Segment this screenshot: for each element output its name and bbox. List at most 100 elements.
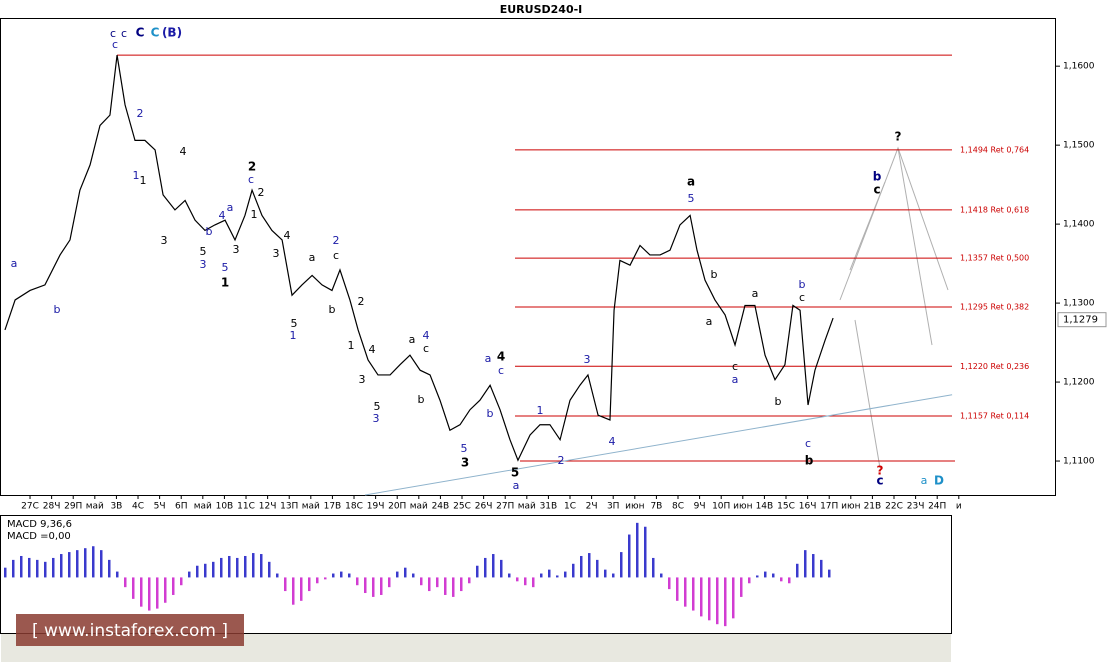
- macd-bar: [772, 573, 775, 578]
- macd-bar: [572, 563, 575, 578]
- wave-label: 5: [511, 466, 519, 480]
- macd-bar: [108, 559, 111, 578]
- level-label: 1,1357 Ret 0,500: [960, 254, 1029, 263]
- macd-bar: [188, 571, 191, 578]
- macd-bar: [596, 559, 599, 578]
- x-tick-label: 19Ч: [367, 502, 385, 512]
- macd-bar: [708, 577, 711, 621]
- macd-bar: [228, 555, 231, 578]
- macd-bar: [660, 573, 663, 578]
- wave-label: 1: [537, 404, 544, 417]
- macd-bar: [140, 577, 143, 607]
- macd-bar: [52, 557, 55, 578]
- macd-bar: [732, 577, 735, 619]
- macd-bar: [300, 577, 303, 601]
- macd-bar: [468, 577, 471, 584]
- macd-bar: [84, 548, 87, 578]
- wave-label: 1: [251, 208, 258, 221]
- macd-bar: [356, 577, 359, 586]
- x-tick-label: 13П: [280, 502, 298, 512]
- macd-bar: [276, 573, 279, 578]
- macd-bar: [252, 553, 255, 578]
- x-tick-label: 25С: [453, 502, 471, 512]
- x-tick-label: 15С: [777, 502, 795, 512]
- macd-bar: [780, 577, 783, 582]
- wave-label: C: [151, 26, 160, 40]
- wave-label: a: [687, 175, 695, 189]
- wave-label: 3: [461, 456, 469, 470]
- macd-bar: [796, 563, 799, 578]
- chart-title: EURUSD240-I: [500, 3, 583, 16]
- level-label: 1,1418 Ret 0,618: [960, 205, 1029, 214]
- level-label: 1,1295 Ret 0,382: [960, 303, 1029, 312]
- x-tick-label: 7В: [650, 502, 662, 512]
- macd-frame: [0, 515, 952, 634]
- macd-bar: [196, 565, 199, 578]
- wave-label: ?: [895, 130, 902, 144]
- x-tick-label: 22С: [885, 502, 903, 512]
- wave-label: 5: [461, 442, 468, 455]
- macd-bar: [556, 575, 559, 578]
- wave-label: 5: [291, 317, 298, 330]
- main-frame: [0, 18, 1056, 496]
- wave-label: c: [732, 360, 738, 373]
- macd-bar: [76, 550, 79, 578]
- macd-bar: [748, 577, 751, 584]
- wave-label: 1: [290, 329, 297, 342]
- macd-bar: [284, 577, 287, 592]
- wave-label: 2: [248, 160, 256, 174]
- wave-label: c: [805, 437, 811, 450]
- wave-label: c: [799, 291, 805, 304]
- macd-bar: [716, 577, 719, 625]
- macd-bar: [444, 577, 447, 595]
- macd-bar: [156, 577, 159, 609]
- x-tick-label: 3В: [110, 502, 122, 512]
- macd-bar: [92, 546, 95, 578]
- current-price-label: 1,1279: [1063, 315, 1098, 326]
- macd-bar: [332, 573, 335, 578]
- macd-bar: [180, 577, 183, 586]
- wave-label: 3: [584, 353, 591, 366]
- macd-bar: [540, 573, 543, 578]
- x-tick-label: июн: [841, 502, 860, 512]
- macd-bar: [100, 550, 103, 578]
- wave-label: ?: [877, 464, 884, 478]
- wave-label: b: [775, 395, 782, 408]
- x-tick-label: 12Ч: [259, 502, 277, 512]
- macd-bar: [4, 567, 7, 578]
- macd-bar: [396, 571, 399, 578]
- x-tick-label: 31В: [540, 502, 558, 512]
- wave-label: c: [110, 27, 116, 40]
- wave-label: 3: [373, 412, 380, 425]
- macd-bar: [460, 577, 463, 592]
- wave-label: 4: [369, 343, 376, 356]
- x-tick-label: 27С: [21, 502, 39, 512]
- macd-bar: [788, 577, 791, 584]
- x-tick-label: 4С: [132, 502, 144, 512]
- projection: [897, 147, 933, 346]
- wave-label: 4: [423, 329, 430, 342]
- wave-label: b: [206, 225, 213, 238]
- x-tick-label: май: [302, 502, 320, 512]
- macd-bar: [524, 577, 527, 586]
- wave-label: c: [873, 183, 880, 197]
- wave-label: 5: [374, 400, 381, 413]
- macd-bar: [764, 571, 767, 578]
- x-tick-label: июн: [625, 502, 644, 512]
- x-tick-label: 16Ч: [799, 502, 817, 512]
- macd-bar: [548, 569, 551, 578]
- watermark-box: [16, 614, 244, 646]
- macd-bar: [348, 573, 351, 578]
- wave-label: a: [11, 257, 18, 270]
- macd-bar: [20, 555, 23, 578]
- y-tick-label: 1,1600: [1063, 62, 1095, 72]
- wave-label: 2: [358, 295, 365, 308]
- macd-bar: [132, 577, 135, 599]
- wave-label: b: [329, 303, 336, 316]
- wave-label: (B): [162, 26, 182, 40]
- projection-lines: [839, 146, 949, 469]
- wave-label: a: [227, 201, 234, 214]
- macd-bar: [436, 577, 439, 588]
- x-tick-label: 21В: [864, 502, 882, 512]
